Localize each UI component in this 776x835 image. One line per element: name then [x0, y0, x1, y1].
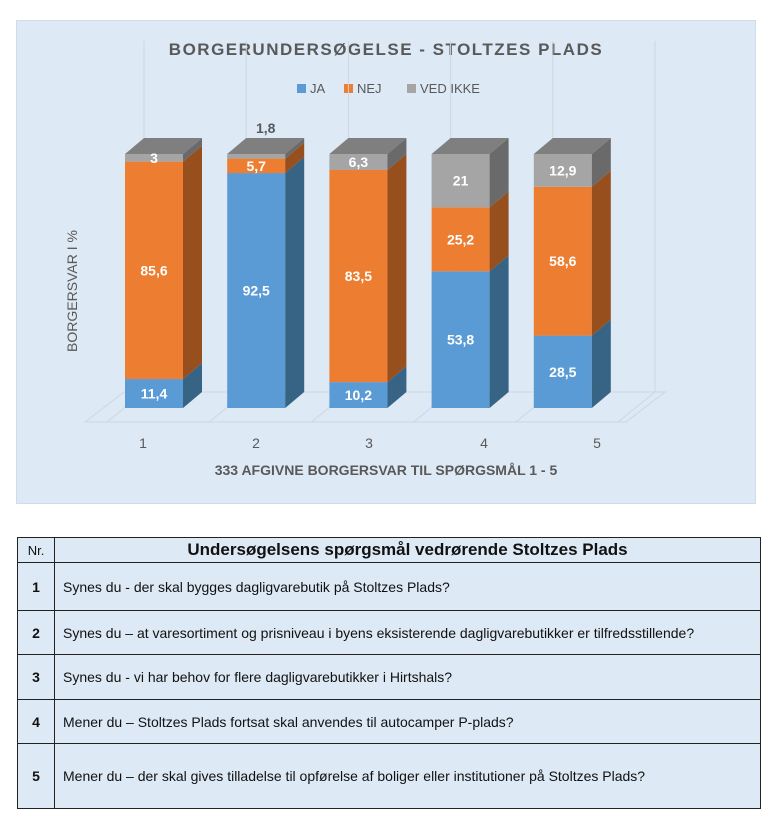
stacked-bar-chart: BORGERUNDERSØGELSE - STOLTZES PLADS JA NE… [64, 40, 667, 478]
table-row: 1 Synes du - der skal bygges dagligvarebu… [17, 562, 761, 611]
chart-panel: BORGERUNDERSØGELSE - STOLTZES PLADS JA NE… [16, 20, 756, 504]
bar-side [387, 366, 407, 408]
bar-segment-nej [125, 161, 183, 380]
data-label: 28,5 [549, 364, 576, 380]
row-question: Mener du – der skal gives tilladelse til… [54, 743, 761, 809]
bar-side [489, 138, 509, 208]
x-tick-label: 4 [480, 435, 488, 451]
row-nr: 3 [17, 654, 55, 700]
row-question: Synes du - der skal bygges dagligvarebut… [54, 562, 761, 611]
data-label: 25,2 [447, 231, 474, 247]
x-axis-label: 333 AFGIVNE BORGERSVAR TIL SPØRGSMÅL 1 -… [215, 462, 558, 478]
bar-side [591, 170, 611, 336]
data-label: 11,4 [141, 386, 168, 402]
bar-top [125, 138, 202, 154]
chart-title: BORGERUNDERSØGELSE - STOLTZES PLADS [169, 40, 603, 59]
x-tick-label: 3 [365, 435, 373, 451]
bar-2: 92,5 5,7 1,8 [227, 120, 305, 408]
row-nr: 4 [17, 699, 55, 744]
bar-side [285, 157, 305, 408]
legend-label-0: JA [310, 81, 326, 96]
table-header-row: Nr. Undersøgelsens spørgsmål vedrørende … [17, 537, 761, 563]
legend-label-1: NEJ [357, 81, 382, 96]
data-label: 12,9 [549, 162, 576, 178]
legend-swatch-2 [407, 84, 416, 93]
row-question: Mener du – Stoltzes Plads fortsat skal a… [54, 699, 761, 744]
x-tick-label: 1 [139, 435, 147, 451]
legend: JA NEJ VED IKKE [297, 81, 480, 96]
bar-side [489, 191, 509, 272]
bar-side [285, 142, 305, 174]
data-label: 6,3 [349, 154, 369, 170]
data-label: 85,6 [140, 262, 167, 278]
bar-top [533, 138, 611, 154]
data-label: 5,7 [246, 158, 266, 174]
bar-3: 10,2 83,5 6,3 [329, 138, 407, 408]
row-nr: 1 [17, 562, 55, 611]
bar-segment-ved-ikke [227, 154, 286, 159]
bar-segment-nej [227, 158, 286, 174]
bar-side [591, 138, 611, 187]
bar-side [387, 154, 407, 383]
bar-side [591, 319, 611, 408]
row-nr: 5 [17, 743, 55, 809]
row-nr: 2 [17, 610, 55, 655]
bar-side [285, 138, 305, 159]
bar-side [183, 145, 202, 380]
data-label: 58,6 [549, 253, 576, 269]
bar-segment-ja [431, 271, 490, 408]
data-label: 10,2 [345, 387, 372, 403]
bar-segment-ved-ikke [125, 154, 183, 162]
data-label: 83,5 [345, 268, 372, 284]
bar-segment-nej [431, 207, 490, 272]
data-label: 3 [150, 150, 158, 166]
data-label: 92,5 [243, 283, 270, 299]
bars: 11,4 85,6 3 1 92,5 5,7 1,8 2 10,2 83,5 6,3 3 53,8 25,… [125, 120, 611, 451]
table-row: 3 Synes du - vi har behov for flere dagli… [17, 654, 761, 700]
bar-top [329, 138, 407, 154]
data-label: 53,8 [447, 332, 474, 348]
table-row: 2 Synes du – at varesortiment og prisnive… [17, 610, 761, 655]
floor-outline [83, 391, 667, 423]
bar-segment-ved-ikke [329, 154, 388, 171]
bar-segment-ved-ikke [431, 154, 490, 208]
bar-segment-ved-ikke [533, 154, 592, 187]
bar-1: 11,4 85,6 3 [125, 138, 202, 408]
bar-top [227, 138, 305, 154]
bar-segment-nej [533, 186, 592, 336]
x-tick-label: 2 [252, 435, 260, 451]
header-question: Undersøgelsens spørgsmål vedrørende Stol… [54, 537, 761, 563]
legend-swatch-0 [297, 84, 306, 93]
bar-side [387, 138, 407, 171]
y-axis-label: BORGERSVAR I % [64, 230, 80, 352]
bar-side [489, 255, 509, 408]
data-label: 21 [453, 173, 469, 189]
x-tick-label: 5 [593, 435, 601, 451]
questions-table: Nr. Undersøgelsens spørgsmål vedrørende … [17, 537, 761, 809]
bar-segment-ja [533, 335, 592, 408]
bar-segment-ja [227, 173, 286, 408]
header-nr: Nr. [17, 537, 55, 563]
table-row: 4 Mener du – Stoltzes Plads fortsat skal … [17, 699, 761, 744]
row-question: Synes du - vi har behov for flere daglig… [54, 654, 761, 700]
row-question: Synes du – at varesortiment og prisnivea… [54, 610, 761, 655]
bar-segment-nej [329, 170, 388, 383]
bar-side [183, 138, 202, 162]
bar-side [183, 363, 202, 408]
bar-segment-ja [329, 382, 388, 408]
data-label: 1,8 [256, 120, 276, 136]
table-row: 5 Mener du – der skal gives tilladelse ti… [17, 743, 761, 809]
bar-5: 28,5 58,6 12,9 [533, 138, 611, 408]
bar-top [431, 138, 509, 154]
bar-segment-ja [125, 379, 183, 408]
floor-gridline [617, 391, 656, 423]
bar-4: 53,8 25,2 21 [431, 138, 509, 408]
